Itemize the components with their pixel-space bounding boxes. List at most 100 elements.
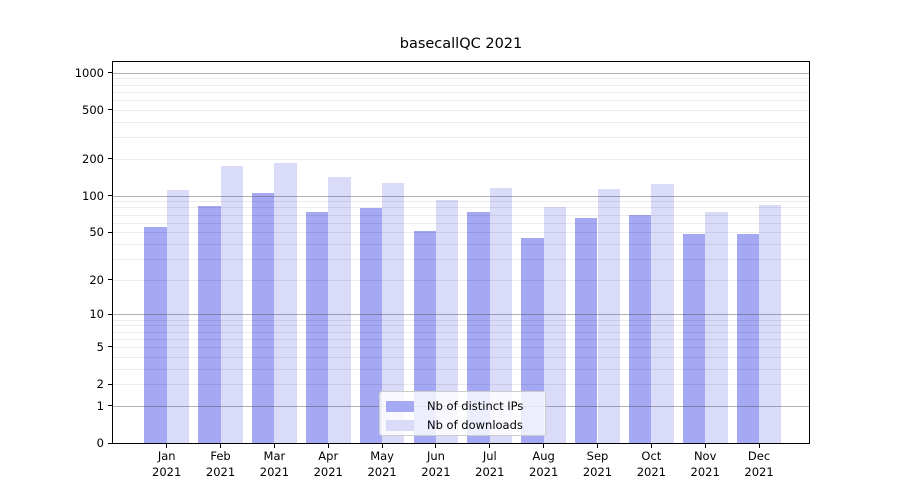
legend-swatch-distinct-ips [386, 400, 414, 412]
gridline-minor-30 [113, 258, 809, 260]
bar-downloads-jun [435, 199, 459, 443]
gridline-minor-800 [113, 84, 809, 86]
y-tick-label-2: 2 [96, 377, 104, 392]
gridline-minor-70 [113, 214, 809, 216]
x-tick-label-oct: Oct 2021 [636, 449, 666, 479]
y-tick-label-1000: 1000 [74, 65, 104, 80]
legend-item-downloads: Nb of downloads [386, 417, 545, 433]
bar-distinct-ips-apr [305, 212, 329, 443]
bar-downloads-mar [274, 162, 297, 443]
gridline-minor-50 [113, 232, 809, 234]
bar-downloads-jul [489, 187, 513, 443]
bar-distinct-ips-oct [628, 214, 652, 443]
x-tick-label-sep: Sep 2021 [582, 449, 613, 479]
x-tick-label-dec: Dec 2021 [744, 449, 774, 479]
x-tick-mark-aug [543, 444, 545, 448]
y-tick-mark-1 [108, 405, 112, 407]
y-tick-mark-2 [108, 383, 112, 385]
gridline-minor-40 [113, 243, 809, 245]
gridline-minor-20 [113, 279, 809, 281]
x-tick-mark-dec [758, 444, 760, 448]
bar-downloads-jan [166, 189, 190, 443]
y-tick-mark-10 [108, 313, 112, 315]
y-tick-mark-100 [108, 195, 112, 197]
gridline-minor-80 [113, 207, 809, 209]
gridline-minor-7 [113, 331, 809, 333]
legend-label-distinct-ips: Nb of distinct IPs [427, 399, 524, 413]
y-tick-mark-0 [108, 442, 112, 444]
gridline-minor-700 [113, 91, 809, 93]
x-tick-mark-jun [435, 444, 437, 448]
bar-downloads-may [382, 182, 405, 443]
legend-item-distinct-ips: Nb of distinct IPs [386, 398, 545, 414]
bar-downloads-apr [328, 177, 351, 443]
bar-distinct-ips-sep [575, 217, 598, 443]
x-tick-label-may: May 2021 [367, 449, 397, 479]
x-tick-label-jul: Jul 2021 [475, 449, 505, 479]
y-tick-label-20: 20 [89, 272, 104, 287]
x-tick-mark-may [381, 444, 383, 448]
bar-downloads-nov [705, 211, 728, 443]
gridline-minor-90 [113, 201, 809, 203]
gridline-major-1000 [113, 72, 809, 74]
gridline-minor-300 [113, 137, 809, 139]
bar-downloads-feb [220, 165, 243, 443]
bar-distinct-ips-may [359, 208, 383, 443]
x-tick-label-jan: Jan 2021 [152, 449, 182, 479]
y-tick-label-200: 200 [82, 151, 104, 166]
plot-area [112, 61, 810, 444]
x-tick-mark-sep [597, 444, 598, 448]
x-tick-mark-apr [327, 444, 329, 448]
bar-distinct-ips-feb [198, 205, 221, 443]
y-tick-mark-500 [108, 109, 112, 111]
chart-title: basecallQC 2021 [399, 36, 523, 52]
gridline-minor-6 [113, 338, 809, 340]
gridline-minor-200 [113, 158, 809, 160]
x-tick-label-jun: Jun 2021 [421, 449, 451, 479]
y-tick-label-10: 10 [89, 307, 104, 322]
bar-distinct-ips-dec [736, 234, 760, 443]
gridline-minor-60 [113, 222, 809, 224]
bar-distinct-ips-jul [467, 212, 490, 443]
x-tick-mark-jan [166, 444, 168, 448]
bar-distinct-ips-mar [252, 193, 275, 443]
gridline-minor-600 [113, 100, 809, 102]
y-tick-mark-20 [108, 279, 112, 281]
legend-label-downloads: Nb of downloads [427, 418, 523, 432]
gridline-minor-8 [113, 325, 809, 327]
x-tick-label-feb: Feb 2021 [205, 449, 236, 479]
y-tick-label-5: 5 [96, 339, 104, 354]
gridline-minor-400 [113, 121, 809, 123]
bar-distinct-ips-jun [413, 231, 436, 443]
x-tick-label-nov: Nov 2021 [690, 449, 720, 479]
bar-downloads-aug [543, 207, 567, 443]
y-tick-mark-200 [108, 158, 112, 160]
gridline-major-100 [113, 195, 809, 197]
y-tick-label-100: 100 [82, 188, 104, 203]
x-tick-label-apr: Apr 2021 [313, 449, 343, 479]
x-tick-mark-mar [273, 444, 275, 448]
y-tick-mark-1000 [108, 72, 112, 74]
x-tick-label-aug: Aug 2021 [529, 449, 559, 479]
bar-downloads-dec [759, 204, 782, 443]
x-tick-mark-feb [220, 444, 222, 448]
bar-distinct-ips-nov [682, 234, 706, 443]
legend-swatch-downloads [386, 419, 414, 431]
x-tick-label-mar: Mar 2021 [259, 449, 290, 479]
gridline-minor-3 [113, 368, 809, 370]
x-tick-mark-oct [650, 444, 652, 448]
gridline-major-10 [113, 314, 809, 316]
bar-downloads-sep [597, 189, 620, 443]
y-tick-mark-50 [108, 231, 112, 233]
bar-downloads-oct [651, 184, 674, 443]
y-tick-label-50: 50 [89, 225, 104, 240]
bar-distinct-ips-jan [144, 227, 167, 443]
y-tick-label-1: 1 [96, 398, 104, 413]
y-tick-label-500: 500 [82, 102, 104, 117]
y-tick-mark-5 [108, 346, 112, 348]
gridline-minor-2 [113, 384, 809, 386]
gridline-minor-900 [113, 78, 809, 80]
legend: Nb of distinct IPs Nb of downloads [379, 391, 546, 436]
gridline-minor-9 [113, 319, 809, 321]
